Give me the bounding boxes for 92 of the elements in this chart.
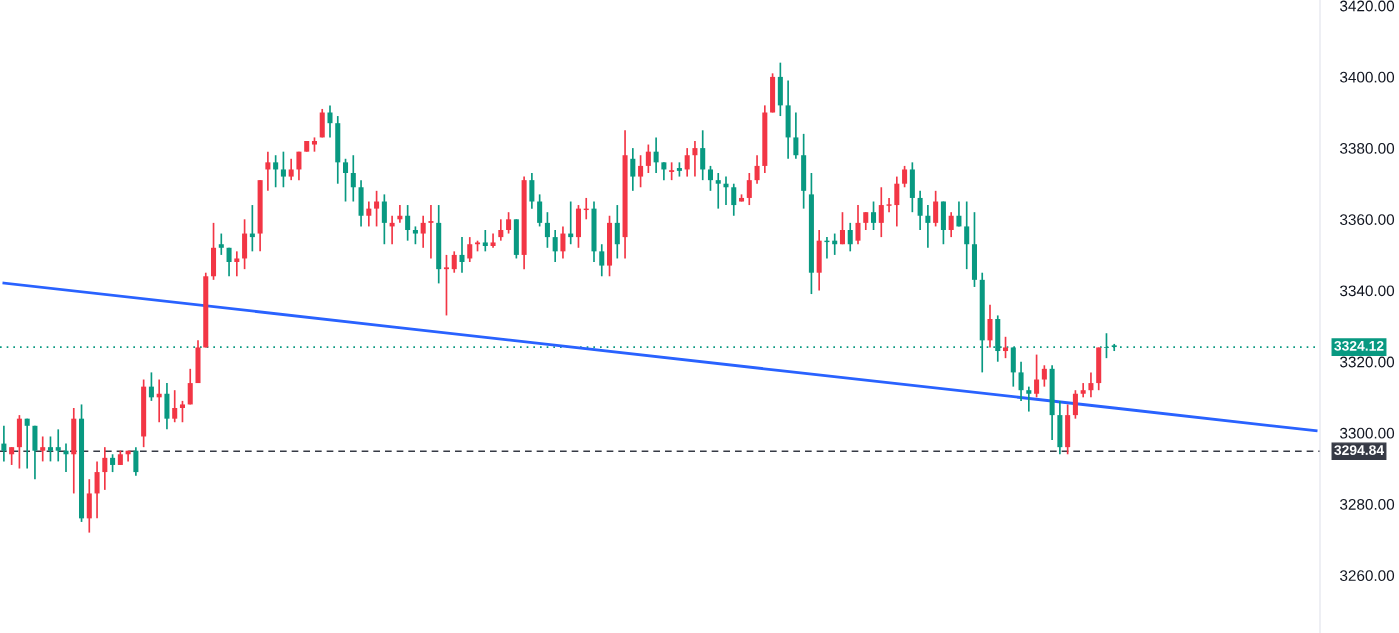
candlestick: [498, 218, 504, 242]
candlestick: [987, 303, 993, 349]
candlestick: [1088, 371, 1094, 399]
candlestick: [746, 172, 752, 206]
candlestick: [179, 400, 185, 424]
candlestick: [405, 204, 411, 242]
y-tick-label: 3280.00: [1340, 498, 1395, 510]
candlestick: [343, 157, 349, 203]
candlestick: [653, 136, 659, 174]
candlestick: [273, 154, 279, 189]
candlestick: [366, 200, 372, 228]
candlestick: [645, 143, 651, 174]
candlestick: [544, 211, 550, 249]
candlestick: [234, 250, 240, 278]
candlestick: [327, 104, 333, 139]
candlestick: [428, 204, 434, 260]
candlestick: [925, 204, 931, 249]
candlestick: [529, 172, 535, 210]
y-tick-label: 3400.00: [1340, 71, 1395, 83]
candlestick: [506, 211, 512, 235]
y-tick-label: 3340.00: [1340, 285, 1395, 297]
candlestick: [1026, 385, 1032, 413]
candlestick: [24, 417, 30, 470]
candlestick: [148, 371, 154, 402]
candlestick: [707, 165, 713, 192]
y-tick-label: 3380.00: [1340, 142, 1395, 154]
candlestick: [94, 460, 100, 520]
candlestick: [614, 204, 620, 260]
y-tick-label: 3420.00: [1340, 0, 1395, 12]
y-tick-label: 3260.00: [1340, 570, 1395, 582]
candlestick: [917, 189, 923, 231]
candlestick: [133, 446, 139, 477]
candlestick: [723, 175, 729, 206]
candlestick: [599, 243, 605, 278]
candlestick: [933, 189, 939, 228]
candlestick: [552, 229, 558, 263]
candlestick: [226, 246, 232, 278]
candlestick: [684, 147, 690, 178]
y-tick-label: 3300.00: [1340, 427, 1395, 439]
candlestick: [40, 435, 46, 463]
y-tick-label: 3320.00: [1340, 356, 1395, 368]
candlestick: [296, 150, 302, 181]
candlestick: [878, 186, 884, 238]
candlestick: [102, 446, 108, 491]
ref-line-label: 3324.12: [1334, 340, 1384, 351]
candlestick: [1041, 364, 1047, 388]
candlestick: [63, 442, 69, 473]
candlestick: [948, 211, 954, 238]
candlestick: [871, 200, 877, 231]
candlestick: [855, 204, 861, 246]
candlestick: [692, 140, 698, 178]
candlestick: [288, 157, 294, 181]
candlestick: [350, 154, 356, 203]
candlestick: [754, 154, 760, 185]
candlestick: [638, 154, 644, 189]
candlestick: [265, 150, 271, 192]
candlestick: [218, 232, 224, 256]
candlestick: [700, 129, 706, 181]
ref-line-label: 3294.84: [1334, 445, 1385, 456]
candlestick: [443, 254, 449, 317]
candlestick: [187, 367, 193, 406]
candlestick: [715, 172, 721, 210]
candlestick: [537, 193, 543, 228]
candlestick: [630, 147, 636, 192]
candlestick: [172, 389, 178, 424]
candlestick: [420, 214, 426, 249]
candlestick: [280, 150, 286, 189]
candlestick: [1072, 389, 1078, 420]
candlestick: [55, 428, 61, 463]
candlestick: [956, 200, 962, 228]
candlestick: [847, 222, 853, 253]
candlestick: [374, 189, 380, 228]
candlestick: [793, 111, 799, 160]
candlestick: [47, 435, 53, 463]
candlestick: [467, 236, 473, 263]
candlestick: [1034, 353, 1040, 399]
candlestick: [886, 197, 892, 214]
candlestick: [381, 193, 387, 246]
candlestick: [894, 175, 900, 228]
candlestick: [1003, 335, 1009, 359]
candlestick: [731, 182, 737, 217]
candlestick: [459, 236, 465, 274]
y-tick-label: 3360.00: [1340, 214, 1395, 225]
line-series: [2, 281, 1318, 433]
candlestick: [1, 424, 7, 463]
candlestick: [1018, 360, 1024, 402]
candlestick: [902, 165, 908, 189]
candlestick: [482, 229, 488, 253]
candlestick: [560, 225, 566, 260]
candlestick: [451, 250, 457, 274]
candlestick: [839, 211, 845, 246]
candlestick: [964, 200, 970, 270]
